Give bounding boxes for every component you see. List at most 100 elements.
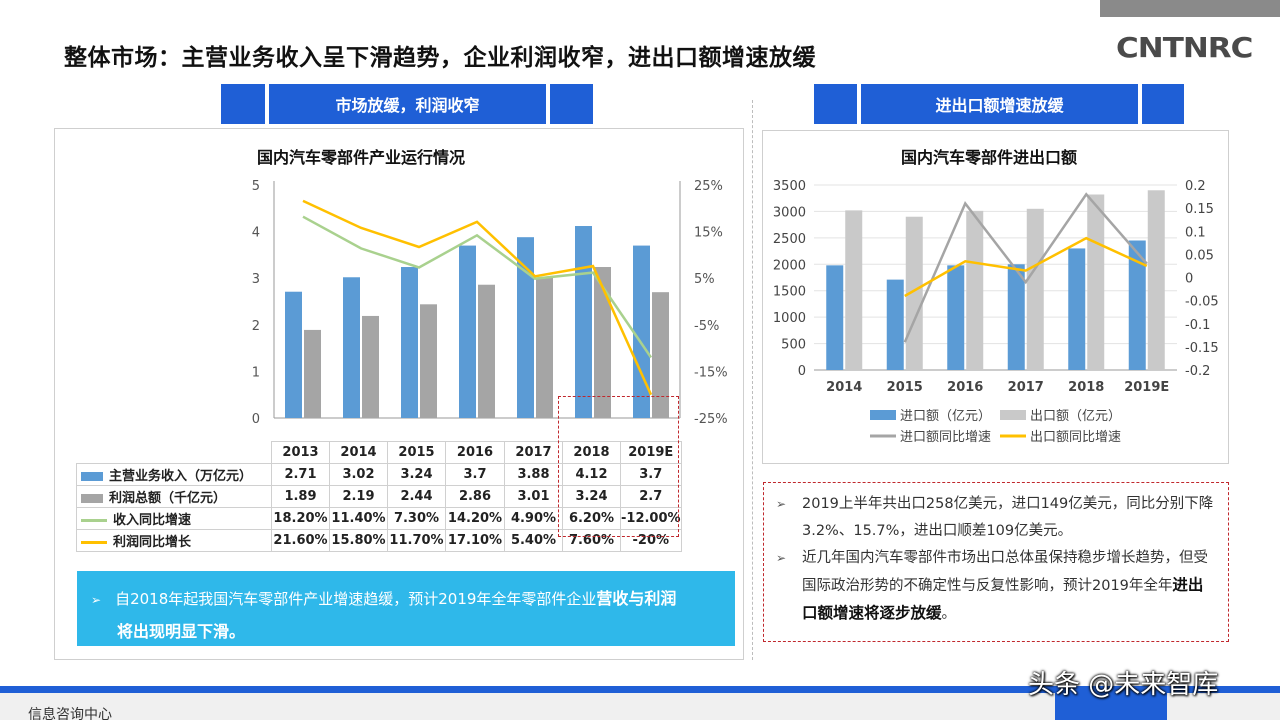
footer-blue-box — [1055, 693, 1167, 720]
footer-blue-line — [0, 686, 1280, 693]
company-logo: CNTNRC — [1116, 31, 1253, 65]
table-cell: 14.20% — [445, 507, 505, 530]
table-cell: 18.20% — [271, 507, 330, 530]
table-year-header: 2014 — [329, 441, 388, 464]
x-tick-label: 2017 — [1008, 380, 1044, 395]
note-text-1: 2019上半年共出口258亿美元，进口149亿美元，同比分别下降3.2%、15.… — [802, 496, 1214, 539]
right-chart: 3500 3000 2500 2000 1500 1000 500 0 0.2 0.15 0.1 0.… — [773, 179, 1219, 445]
table-year-header: 2013 — [271, 441, 330, 464]
revenue-bar — [401, 267, 418, 418]
right-y-tick-label: -0.1 — [1185, 318, 1210, 333]
table-year-header: 2017 — [504, 441, 563, 464]
table-cell: 2.44 — [387, 485, 446, 508]
revenue-bar — [459, 245, 476, 418]
table-cell: 3.02 — [329, 463, 388, 486]
profit-bar — [362, 315, 379, 418]
legend-swatch — [81, 519, 107, 522]
right-tab: 进出口额增速放缓 — [861, 84, 1138, 124]
legend-swatch — [81, 472, 103, 481]
left-y-tick-label: 2500 — [773, 232, 806, 247]
left-summary-callout: ➢ 自2018年起我国汽车零部件产业增速趋缓，预计2019年全年零部件企业营收与利… — [77, 571, 735, 646]
export-bar — [1087, 194, 1105, 370]
right-chart-title: 国内汽车零部件进出口额 — [901, 148, 1078, 167]
table-row: 主营业务收入（万亿元） 2.71 3.02 3.24 3.7 3.88 4.12 3.7 — [76, 463, 682, 486]
right-tab-segment-right — [1142, 84, 1184, 124]
profit-growth-line — [302, 199, 653, 396]
right-y-tick-label: -0.05 — [1185, 295, 1219, 310]
revenue-bar — [343, 277, 360, 418]
left-tab-segment-left — [221, 84, 265, 124]
x-tick-label: 2018 — [1068, 380, 1104, 395]
note-bullet-2: ➢ — [776, 551, 787, 565]
table-cell: 15.80% — [329, 529, 388, 552]
x-tick-label: 2014 — [826, 380, 862, 395]
left-y-tick-label: 5 — [252, 179, 260, 194]
right-y-tick-label: -0.2 — [1185, 364, 1210, 379]
right-y-tick-label: -25% — [694, 412, 728, 427]
left-chart-title: 国内汽车零部件产业运行情况 — [257, 148, 466, 167]
note-item-1: ➢ 2019上半年共出口258亿美元，进口149亿美元，同比分别下降3.2%、1… — [776, 491, 1218, 545]
left-y-tick-label: 2000 — [773, 258, 806, 273]
table-row-header: 主营业务收入（万亿元） — [76, 463, 272, 486]
callout-text-bold-1: 营收与利润 — [596, 589, 677, 608]
left-y-tick-label: 0 — [252, 412, 260, 427]
profit-bar — [536, 277, 553, 418]
left-y-tick-label: 3000 — [773, 205, 806, 220]
note-bullet-1: ➢ — [776, 497, 787, 511]
table-row-label: 主营业务收入（万亿元） — [109, 469, 253, 484]
table-cell: 7.60% — [562, 529, 621, 552]
import-bar — [826, 265, 844, 370]
table-cell: 7.30% — [387, 507, 446, 530]
right-notes: ➢ 2019上半年共出口258亿美元，进口149亿美元，同比分别下降3.2%、1… — [763, 482, 1229, 642]
table-corner-cell — [77, 442, 272, 464]
left-y-tick-label: 4 — [252, 226, 260, 241]
table-cell: 2.71 — [271, 463, 330, 486]
table-cell: 4.90% — [504, 507, 563, 530]
legend-label: 进口额同比增速 — [900, 430, 991, 445]
right-y-tick-label: -5% — [694, 319, 719, 334]
table-cell: 21.60% — [271, 529, 330, 552]
x-tick-label: 2016 — [947, 380, 983, 395]
table-cell: 2.19 — [329, 485, 388, 508]
import-bar — [947, 265, 965, 370]
left-chart: 5 4 3 2 1 0 25% 15% 5% -5% -15% -25% — [252, 179, 728, 427]
legend-swatch — [81, 494, 103, 503]
table-cell: 3.24 — [387, 463, 446, 486]
page-title: 整体市场：主营业务收入呈下滑趋势，企业利润收窄，进出口额增速放缓 — [64, 45, 816, 71]
legend-label: 出口额同比增速 — [1030, 430, 1121, 445]
table-row: 利润同比增长 21.60% 15.80% 11.70% 17.10% 5.40% 7.60%… — [76, 529, 682, 552]
left-tab: 市场放缓，利润收窄 — [269, 84, 546, 124]
revenue-growth-line — [302, 215, 653, 359]
export-bar — [1147, 190, 1165, 370]
table-year-header: 2015 — [387, 441, 446, 464]
table-cell: 2.86 — [445, 485, 505, 508]
export-bar — [845, 210, 863, 370]
import-bar — [1007, 264, 1025, 370]
revenue-bar — [575, 226, 592, 418]
x-tick-label: 2015 — [887, 380, 923, 395]
right-y-tick-label: 5% — [694, 272, 715, 287]
left-y-tick-label: 3500 — [773, 179, 806, 194]
profit-bar — [594, 267, 611, 418]
note-text-2-bold: 进出口额增速将逐步放缓 — [802, 576, 1204, 622]
left-y-tick-label: 1000 — [773, 311, 806, 326]
right-y-tick-label: 0.1 — [1185, 225, 1206, 240]
table-row-header: 利润总额（千亿元） — [76, 485, 272, 508]
import-bar — [1128, 240, 1146, 370]
table-year-header: 2016 — [445, 441, 505, 464]
note-text-2b: 。 — [941, 606, 957, 622]
panel-divider — [752, 100, 753, 660]
export-bar — [966, 210, 984, 370]
table-row-label: 收入同比增速 — [113, 513, 192, 528]
table-cell: 3.01 — [504, 485, 563, 508]
export-bar — [1026, 208, 1044, 370]
table-cell: 3.7 — [620, 463, 682, 486]
table-cell: 3.7 — [445, 463, 505, 486]
note-text-2a: 近几年国内汽车零部件市场出口总体虽保持稳步增长趋势，但受国际政治形势的不确定性与… — [802, 550, 1208, 594]
left-y-tick-label: 1500 — [773, 285, 806, 300]
table-header-row: 2013 2014 2015 2016 2017 2018 2019E — [77, 441, 682, 464]
table-cell: 17.10% — [445, 529, 505, 552]
footer-text: 信息咨询中心 — [28, 707, 112, 720]
revenue-bar — [517, 237, 534, 418]
table-cell: 3.88 — [504, 463, 563, 486]
